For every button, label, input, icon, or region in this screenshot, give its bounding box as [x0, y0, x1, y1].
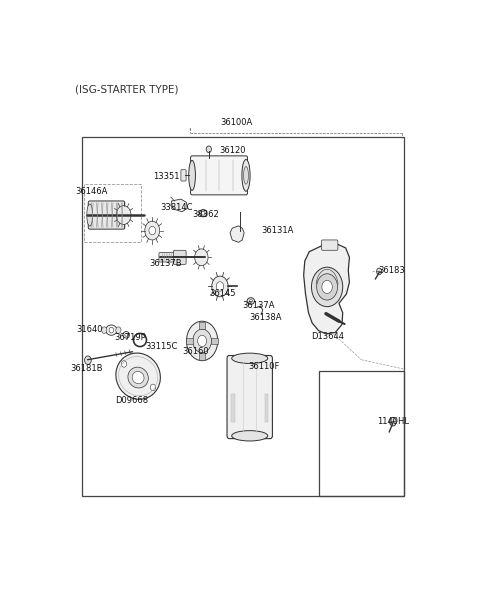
Text: 36120: 36120 — [220, 146, 246, 155]
Circle shape — [206, 146, 211, 152]
Circle shape — [116, 206, 131, 224]
Circle shape — [322, 281, 332, 293]
FancyBboxPatch shape — [88, 201, 125, 229]
Ellipse shape — [116, 353, 160, 400]
Ellipse shape — [125, 334, 128, 336]
Ellipse shape — [243, 167, 249, 184]
Bar — [83, 137, 404, 496]
Bar — [199, 322, 205, 329]
Text: 36100A: 36100A — [221, 118, 253, 127]
Text: 33814C: 33814C — [160, 203, 193, 212]
Text: 36719P: 36719P — [114, 332, 146, 342]
Text: 36181B: 36181B — [71, 364, 103, 373]
Circle shape — [317, 274, 337, 300]
Ellipse shape — [128, 367, 148, 388]
Text: 36137B: 36137B — [150, 259, 182, 268]
Circle shape — [195, 249, 208, 266]
Text: 13351: 13351 — [153, 172, 179, 181]
Text: (ISG-STARTER TYPE): (ISG-STARTER TYPE) — [75, 85, 179, 95]
Bar — [199, 353, 205, 360]
Text: 1140HL: 1140HL — [377, 417, 409, 426]
Bar — [264, 393, 268, 422]
Text: 36110F: 36110F — [248, 362, 279, 371]
Ellipse shape — [87, 204, 93, 226]
FancyBboxPatch shape — [173, 250, 186, 264]
Polygon shape — [171, 199, 187, 212]
FancyBboxPatch shape — [227, 356, 273, 439]
FancyBboxPatch shape — [322, 240, 338, 250]
Circle shape — [109, 328, 114, 333]
Ellipse shape — [247, 298, 254, 304]
Ellipse shape — [232, 431, 268, 441]
Text: 36138A: 36138A — [250, 313, 282, 322]
Ellipse shape — [249, 300, 252, 303]
Bar — [186, 338, 193, 344]
Circle shape — [121, 361, 127, 367]
Circle shape — [102, 327, 107, 334]
Bar — [231, 393, 235, 422]
Circle shape — [312, 267, 343, 307]
Polygon shape — [230, 226, 244, 242]
Text: 38362: 38362 — [192, 210, 219, 218]
Text: 36137A: 36137A — [242, 301, 275, 310]
Text: 36183: 36183 — [378, 266, 405, 275]
FancyBboxPatch shape — [191, 156, 248, 195]
Bar — [319, 371, 404, 496]
Circle shape — [198, 336, 206, 346]
Ellipse shape — [123, 332, 130, 338]
Text: 36145: 36145 — [209, 290, 235, 298]
Circle shape — [186, 321, 218, 361]
Circle shape — [145, 221, 160, 240]
Ellipse shape — [106, 325, 117, 336]
Text: D13644: D13644 — [312, 332, 344, 341]
Polygon shape — [304, 243, 349, 334]
Text: D09668: D09668 — [115, 396, 148, 405]
Bar — [211, 338, 218, 344]
Circle shape — [377, 268, 382, 274]
Ellipse shape — [189, 160, 195, 190]
Text: 31640: 31640 — [76, 325, 103, 334]
Circle shape — [116, 327, 121, 334]
Ellipse shape — [132, 371, 144, 384]
Text: 33115C: 33115C — [145, 342, 177, 351]
Circle shape — [390, 417, 396, 426]
Circle shape — [212, 276, 228, 297]
FancyBboxPatch shape — [181, 170, 186, 181]
FancyBboxPatch shape — [159, 253, 175, 262]
Bar — [84, 184, 142, 242]
Circle shape — [150, 384, 156, 391]
Circle shape — [149, 226, 156, 235]
Circle shape — [84, 356, 91, 364]
Circle shape — [216, 282, 224, 291]
Text: 36160: 36160 — [182, 346, 209, 356]
Ellipse shape — [242, 159, 250, 191]
Ellipse shape — [202, 211, 205, 215]
Ellipse shape — [200, 210, 207, 217]
Ellipse shape — [232, 353, 268, 364]
Text: 36131A: 36131A — [261, 226, 293, 235]
Text: 36146A: 36146A — [75, 187, 108, 196]
Circle shape — [193, 329, 211, 353]
